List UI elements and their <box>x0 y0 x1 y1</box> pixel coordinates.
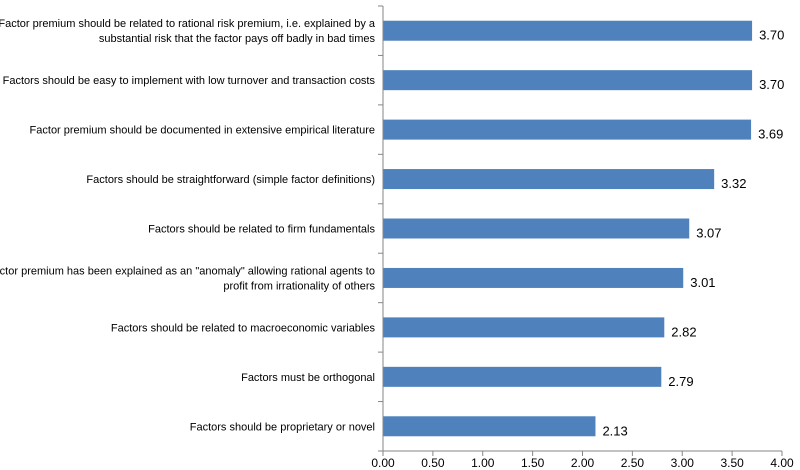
value-label-5: 3.07 <box>696 226 721 241</box>
category-label-7: Factors should be related to macroeconom… <box>111 322 376 334</box>
x-tick-label-4: 2.00 <box>571 456 595 470</box>
value-label-7: 2.82 <box>671 324 696 339</box>
axis-layer <box>378 5 783 456</box>
bar-5 <box>383 218 690 239</box>
bar-3 <box>383 119 752 140</box>
value-label-1: 3.70 <box>759 28 784 43</box>
category-label-line: Factor premium has been explained as an … <box>0 265 375 277</box>
category-label-line: substantial risk that the factor pays of… <box>99 33 376 45</box>
category-label-line: Factors should be related to macroeconom… <box>111 322 376 334</box>
value-label-8: 2.79 <box>668 374 693 389</box>
category-label-line: Factors should be proprietary or novel <box>190 421 375 433</box>
bar-8 <box>383 366 662 387</box>
x-tick-label-3: 1.50 <box>521 456 545 470</box>
category-label-line: Factor premium should be related to rati… <box>0 18 376 30</box>
value-label-9: 2.13 <box>602 423 627 438</box>
category-label-line: Factors should be straightforward (simpl… <box>86 174 375 186</box>
value-label-2: 3.70 <box>759 77 784 92</box>
bar-2 <box>383 70 753 91</box>
category-label-4: Factors should be straightforward (simpl… <box>86 174 375 186</box>
x-tick-label-7: 3.50 <box>720 456 744 470</box>
x-tick-label-5: 2.50 <box>621 456 645 470</box>
x-tick-label-2: 1.00 <box>471 456 495 470</box>
category-label-1: Factor premium should be related to rati… <box>0 18 376 45</box>
category-label-line: profit from irrationality of others <box>223 280 375 292</box>
bar-6 <box>383 267 684 288</box>
x-tick-label-1: 0.50 <box>421 456 445 470</box>
value-label-6: 3.01 <box>690 275 715 290</box>
category-label-9: Factors should be proprietary or novel <box>190 421 375 433</box>
category-label-line: Factors must be orthogonal <box>241 372 375 384</box>
value-label-3: 3.69 <box>758 127 783 142</box>
category-label-line: Factors should be easy to implement with… <box>3 75 376 87</box>
bar-9 <box>383 416 596 437</box>
category-label-6: Factor premium has been explained as an … <box>0 265 375 292</box>
bar-4 <box>383 169 715 190</box>
bar-1 <box>383 20 753 41</box>
category-label-line: Factor premium should be documented in e… <box>30 125 375 137</box>
category-label-8: Factors must be orthogonal <box>241 372 375 384</box>
category-label-2: Factors should be easy to implement with… <box>3 75 376 87</box>
category-label-line: Factors should be related to firm fundam… <box>148 224 375 236</box>
labels-layer: 3.70 Factor premium should be related to … <box>0 18 794 470</box>
x-tick-label-6: 3.00 <box>671 456 695 470</box>
bar-7 <box>383 317 665 338</box>
bars-layer <box>383 20 753 437</box>
category-label-3: Factor premium should be documented in e… <box>30 125 375 137</box>
x-tick-label-0: 0.00 <box>371 456 395 470</box>
x-tick-label-8: 4.00 <box>770 456 794 470</box>
value-label-4: 3.32 <box>721 176 746 191</box>
category-label-5: Factors should be related to firm fundam… <box>148 224 375 236</box>
